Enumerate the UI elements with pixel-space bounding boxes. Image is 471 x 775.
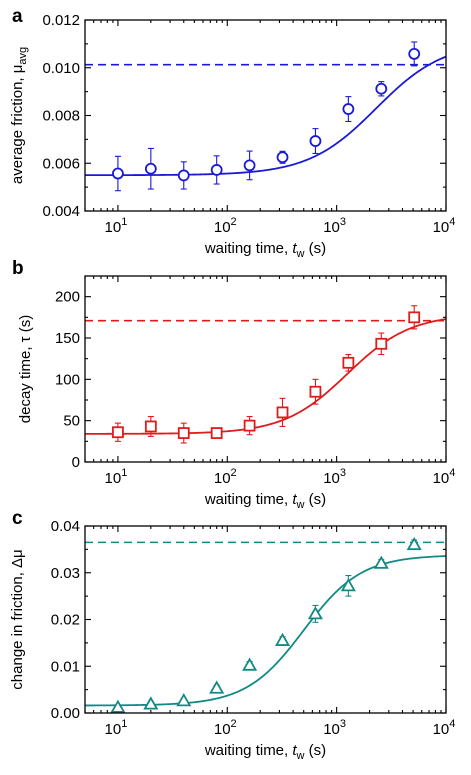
panel-a-ytick-label: 0.010 (42, 60, 80, 77)
panel-a-xlabel: waiting time, tw (s) (204, 240, 326, 260)
panel-a-ytick-label: 0.006 (42, 155, 80, 172)
panel-c-data-point (209, 680, 225, 694)
panel-c-data-point (373, 555, 389, 569)
panel-a-data-point (144, 162, 157, 175)
panel-c-ylabel: change in friction, Δμ (9, 549, 26, 689)
panel-a-data-point (408, 48, 421, 60)
panel-c-ytick-label: 0.00 (51, 705, 80, 722)
panel-b-ytick-label: 150 (55, 330, 80, 347)
panel-c-ytick-label: 0.01 (51, 658, 80, 675)
panel-b-data-point (342, 356, 355, 369)
panel-c-ytick-label: 0.03 (51, 565, 80, 582)
panel-a-data-point (309, 135, 322, 147)
panel-c-data-point (110, 699, 126, 713)
panel-b-data-point (375, 337, 388, 350)
panel-a-xtick-label: 102 (214, 216, 237, 236)
panel-a-frame (84, 19, 447, 212)
panel-a-data-point (210, 164, 223, 176)
panel-a-ytick-label: 0.012 (42, 12, 80, 29)
panel-c-frame (84, 525, 447, 714)
panel-b-xlabel: waiting time, tw (s) (204, 491, 326, 511)
panel-b-xtick-label: 102 (214, 467, 237, 487)
panel-c-xtick-label: 104 (433, 718, 456, 738)
panel-c-xtick-label: 102 (214, 718, 237, 738)
panel-a: a 0.004 0.006 0.008 0.010 0.012 101 102 103 104 wa… (9, 6, 455, 260)
panel-a-data-point (276, 151, 289, 164)
panel-a-letter: a (12, 6, 23, 27)
panel-b-ytick-label: 0 (72, 454, 80, 471)
panel-a-ytick-label: 0.004 (42, 203, 80, 220)
panel-a-fit-curve (85, 55, 446, 177)
panel-b-data-point (144, 420, 157, 433)
panel-b-data-point (408, 311, 421, 324)
panel-b-data-point (112, 426, 124, 439)
panel-a-xtick-label: 103 (323, 216, 346, 236)
panel-c-fit-curve (85, 555, 446, 707)
panel-a-data-point (375, 82, 388, 95)
panel-c-data-point (274, 632, 291, 646)
panel-b-ytick-label: 50 (63, 413, 80, 430)
panel-b-ylabel: decay time, τ (s) (17, 315, 34, 423)
panel-c-data-point (307, 606, 323, 620)
panel-b-fit-curve (85, 318, 446, 435)
panel-b-xtick-label: 103 (323, 467, 346, 487)
panel-b-data-point (309, 385, 322, 398)
panel-a-plot-area (85, 41, 446, 192)
panel-c-data-point (406, 536, 422, 551)
panel-b-data-point (210, 427, 223, 439)
panel-c-ytick-label: 0.02 (51, 612, 80, 629)
panel-c: c 0.00 0.01 0.02 0.03 0.04 101 102 103 104 waiting… (9, 508, 455, 762)
panel-b-data-point (276, 406, 289, 419)
panel-c-letter: c (12, 508, 23, 529)
panel-a-data-point (243, 159, 256, 172)
panel-a-xtick-label: 104 (433, 216, 456, 236)
panel-c-xtick-label: 103 (323, 718, 346, 738)
panel-b-xtick-label: 104 (433, 467, 456, 487)
panel-a-data-point (342, 103, 355, 115)
panel-c-xtick-label: 101 (105, 718, 128, 738)
panel-a-ylabel: average friction, μavg (9, 47, 29, 184)
panel-c-data-point (143, 696, 159, 710)
panel-a-ytick-label: 0.008 (42, 108, 80, 125)
panel-b-data-point (243, 419, 256, 432)
panel-b-letter: b (12, 258, 24, 279)
panel-c-data-point (242, 657, 258, 671)
panel-b-frame (84, 275, 447, 463)
panel-c-data-point (340, 578, 356, 592)
panel-b-data-point (177, 427, 190, 439)
panel-c-data-point (176, 693, 192, 707)
panel-b-xtick-label: 101 (105, 467, 128, 487)
panel-b: b 0 50 100 150 200 101 102 103 104 waiting time, t… (12, 258, 455, 511)
panel-b-ytick-label: 100 (55, 371, 80, 388)
panel-a-data-point (177, 169, 190, 182)
panel-c-plot-area (85, 536, 446, 713)
panel-c-ytick-label: 0.04 (51, 518, 80, 535)
panel-b-ytick-label: 200 (55, 289, 80, 306)
panel-a-data-point (112, 167, 124, 180)
panel-b-plot-area (85, 305, 446, 444)
panel-c-xlabel: waiting time, tw (s) (204, 742, 326, 762)
panel-a-xtick-label: 101 (105, 216, 128, 236)
